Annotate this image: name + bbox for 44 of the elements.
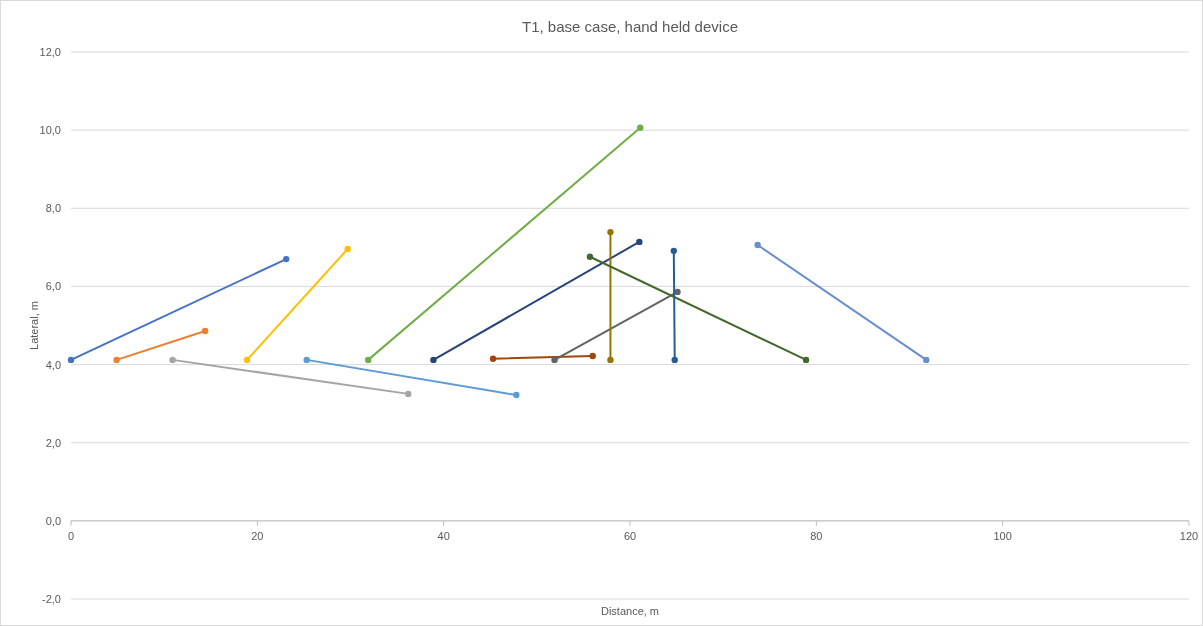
- y-tick-label: 4,0: [45, 358, 61, 371]
- point: [754, 241, 761, 249]
- point: [243, 356, 251, 364]
- point: [802, 356, 810, 364]
- point: [513, 391, 520, 399]
- point: [283, 255, 290, 263]
- point: [405, 390, 412, 398]
- point: [489, 355, 497, 362]
- point: [201, 327, 209, 335]
- x-axis-title: Distance, m: [600, 605, 660, 617]
- x-tick-label: 20: [251, 529, 264, 542]
- y-tick-label: 12,0: [39, 46, 61, 58]
- point: [589, 352, 596, 360]
- point: [303, 356, 310, 364]
- y-tick-label: 6,0: [45, 280, 61, 293]
- point: [586, 253, 594, 260]
- y-tick-label: 10,0: [39, 124, 61, 137]
- point: [365, 356, 372, 364]
- x-tick-label: 120: [1179, 529, 1199, 542]
- y-tick-label: -2,0: [42, 593, 61, 605]
- point: [169, 356, 176, 364]
- x-tick-label: 0: [67, 529, 75, 542]
- point: [670, 247, 677, 255]
- point: [67, 356, 75, 364]
- point: [607, 228, 614, 236]
- point: [344, 245, 351, 253]
- point: [113, 356, 120, 364]
- point: [923, 356, 930, 364]
- point: [637, 124, 644, 131]
- x-tick-label: 40: [437, 529, 450, 542]
- point: [551, 356, 558, 364]
- x-tick-label: 60: [623, 529, 637, 542]
- y-axis-title: Lateral, m: [28, 301, 40, 350]
- x-tick-label: 100: [993, 529, 1012, 542]
- point: [636, 238, 643, 246]
- y-tick-label: 0,0: [45, 514, 61, 527]
- y-tick-label: 2,0: [45, 436, 61, 449]
- point: [607, 356, 614, 364]
- point: [674, 288, 681, 296]
- chart-title: T1, base case, hand held device: [522, 18, 738, 35]
- point: [430, 356, 437, 364]
- x-tick-label: 80: [810, 529, 823, 542]
- y-tick-label: 8,0: [45, 202, 61, 215]
- point: [671, 356, 678, 364]
